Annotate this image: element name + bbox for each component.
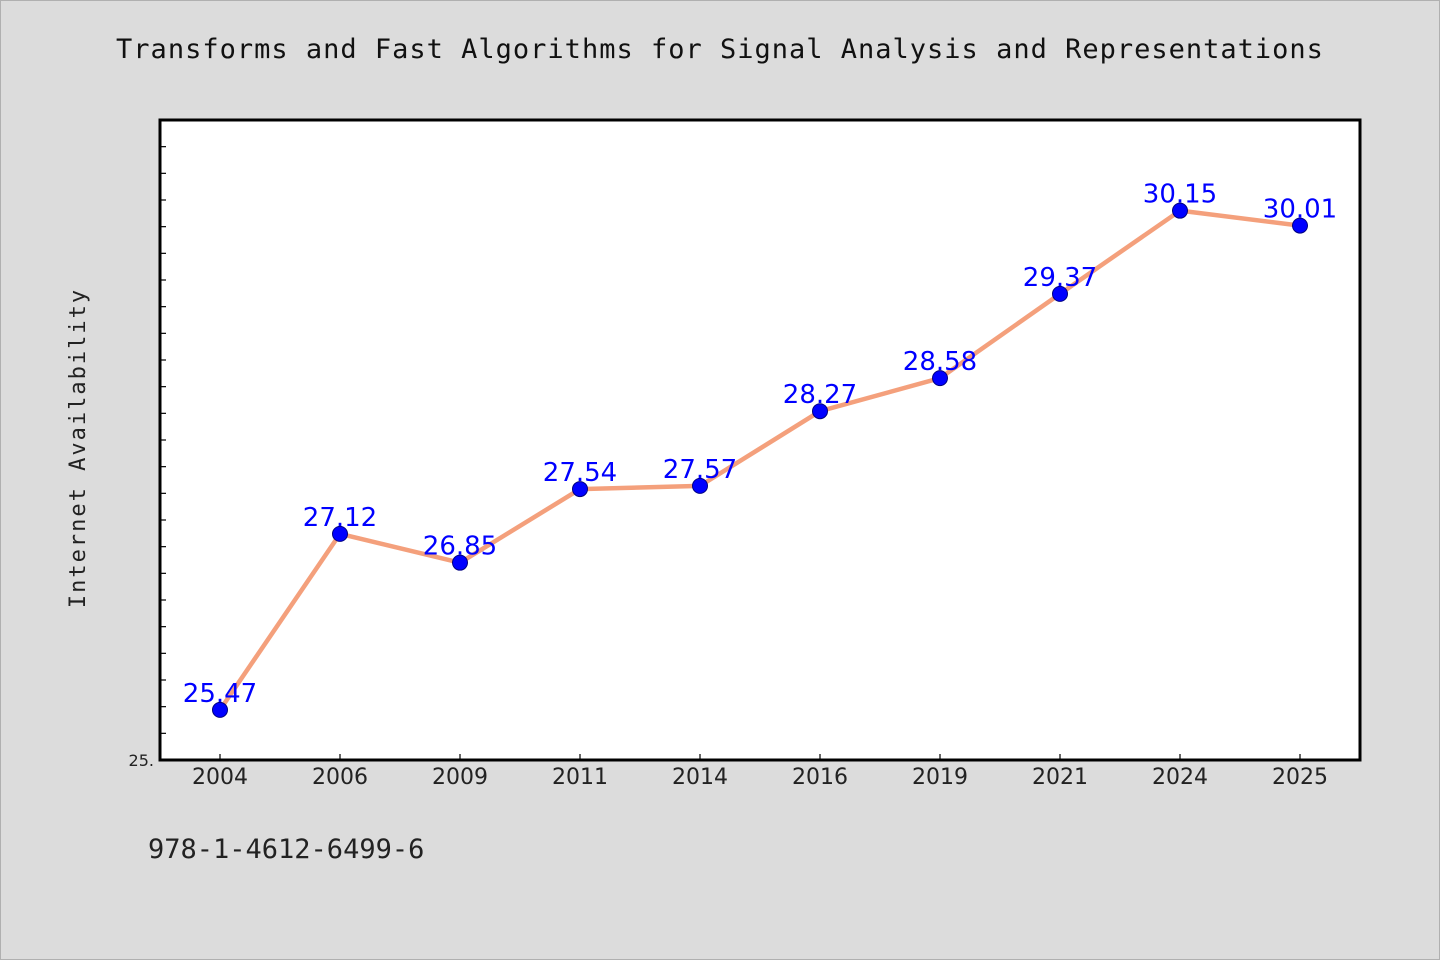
y-axis-label: Internet Availability (66, 288, 91, 608)
data-label: 25.47 (183, 679, 257, 709)
x-tick-label: 2004 (192, 765, 248, 790)
x-tick-label: 2021 (1032, 765, 1088, 790)
data-point (452, 554, 468, 571)
data-point (572, 481, 588, 498)
data-point (332, 525, 348, 542)
y-tick-label: 25. (129, 751, 154, 770)
x-tick-label: 2019 (912, 765, 968, 790)
data-label: 26.85 (423, 532, 497, 562)
data-label: 28.58 (903, 347, 977, 377)
isbn-footer: 978-1-4612-6499-6 (148, 834, 425, 865)
data-label: 27.57 (663, 455, 737, 485)
x-tick-label: 2009 (432, 765, 488, 790)
data-label: 27.12 (303, 503, 377, 533)
data-point (692, 477, 708, 494)
data-label: 27.54 (543, 458, 617, 488)
data-point (1052, 285, 1068, 302)
chart-title: Transforms and Fast Algorithms for Signa… (116, 34, 1324, 65)
data-point (932, 370, 948, 387)
data-label: 28.27 (783, 380, 857, 410)
data-point (812, 403, 828, 420)
x-axis-ticks: 2004 2006 2009 2011 2014 2016 2019 2021 2024 2025 (192, 754, 1328, 790)
series-line (217, 208, 1303, 713)
x-tick-label: 2006 (312, 765, 368, 790)
x-tick-label: 2024 (1152, 765, 1208, 790)
x-tick-label: 2025 (1272, 765, 1328, 790)
data-label: 29.37 (1023, 263, 1097, 293)
data-point (1172, 202, 1188, 219)
x-tick-label: 2014 (672, 765, 728, 790)
data-label: 30.01 (1263, 195, 1337, 225)
series-layer: 25.47 27.12 26.85 27.54 27.57 28.27 28.58 29.37… (183, 180, 1337, 718)
data-point (1292, 217, 1308, 234)
data-point (212, 701, 228, 718)
y-axis-ticks (160, 146, 166, 734)
data-label: 30.15 (1143, 180, 1217, 210)
x-tick-label: 2011 (552, 765, 608, 790)
x-tick-label: 2016 (792, 765, 848, 790)
